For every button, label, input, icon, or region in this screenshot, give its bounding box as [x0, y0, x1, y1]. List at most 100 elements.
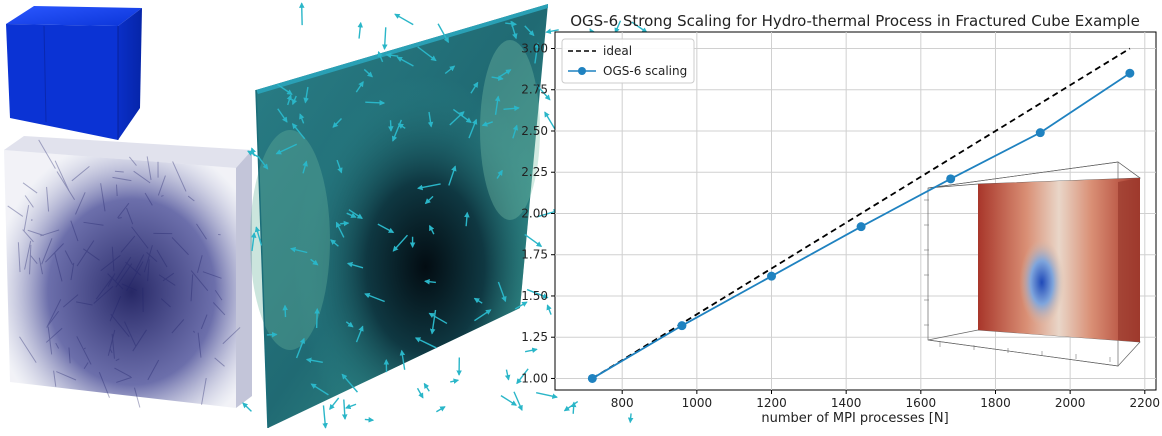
velocity-arrow	[496, 169, 503, 179]
velocity-arrow	[277, 108, 288, 123]
fracture-strand	[111, 246, 115, 272]
fracture-strand	[133, 170, 151, 184]
fracture-strand	[146, 252, 158, 262]
fracture-strand	[54, 252, 63, 282]
fracture-strand	[55, 342, 60, 349]
fracture-strand	[83, 347, 86, 350]
velocity-arrow	[504, 369, 511, 381]
fracture-strand	[76, 301, 93, 306]
velocity-arrow	[631, 21, 648, 33]
fracture-strand	[22, 182, 38, 194]
fracture-strand	[200, 314, 208, 330]
velocity-arrow	[299, 113, 305, 124]
fracture-strand	[47, 326, 53, 355]
velocity-arrow	[291, 123, 306, 140]
velocity-arrow	[295, 337, 305, 359]
y-tick-label: 1.00	[521, 371, 548, 385]
fracture-strand	[156, 249, 168, 268]
fracture-strand	[121, 283, 138, 291]
y-tick-label: 1.25	[521, 330, 548, 344]
fracture-strand	[107, 329, 116, 356]
velocity-arrow	[303, 86, 309, 104]
fracture-strand	[202, 271, 222, 279]
fracture-strand	[158, 274, 176, 286]
fracture-strand	[74, 192, 86, 215]
velocity-arrow	[286, 94, 293, 106]
inset-temperature-cube	[924, 161, 1142, 367]
velocity-arrow	[414, 337, 437, 349]
velocity-arrow	[503, 105, 520, 112]
velocity-arrow	[526, 288, 549, 299]
fracture-strand	[222, 327, 241, 345]
fracture-strand	[187, 195, 195, 202]
velocity-arrow	[355, 81, 364, 93]
velocity-arrow	[305, 357, 323, 364]
velocity-arrow	[250, 232, 257, 252]
fracture-strand	[116, 376, 132, 383]
velocity-arrow	[417, 183, 441, 191]
fracture-strand	[54, 160, 70, 191]
y-tick-label: 2.25	[521, 165, 548, 179]
x-tick-label: 2200	[1130, 396, 1161, 410]
y-tick-label: 1.75	[521, 248, 548, 262]
fracture-strand	[45, 327, 63, 343]
velocity-arrow	[481, 121, 493, 127]
fracture-strand	[171, 319, 185, 334]
fracture-strand	[143, 245, 153, 273]
fracture-strand	[160, 298, 171, 308]
fracture-strand	[46, 186, 50, 212]
fracture-strand	[100, 183, 106, 212]
fracture-strand	[111, 333, 115, 359]
velocity-arrow	[497, 281, 507, 303]
velocity-arrow	[377, 51, 384, 63]
fracture-strand	[24, 240, 32, 270]
fracture-strand	[172, 161, 187, 192]
velocity-arrow	[364, 292, 385, 303]
velocity-arrow	[614, 20, 622, 34]
fracture-strand	[19, 336, 37, 363]
velocity-arrow	[470, 81, 479, 94]
velocity-arrow	[473, 297, 483, 304]
velocity-arrow	[450, 378, 460, 384]
velocity-arrow	[524, 233, 543, 247]
velocity-arrow	[491, 75, 504, 81]
velocity-arrow	[330, 239, 339, 247]
fracture-strand	[93, 286, 114, 304]
velocity-arrow	[346, 262, 364, 269]
velocity-arrow	[385, 52, 399, 59]
velocity-arrow	[449, 111, 465, 126]
velocity-arrow	[310, 258, 319, 266]
legend-ideal-label: ideal	[603, 44, 632, 58]
velocity-arrow	[355, 325, 364, 343]
fracture-strand	[117, 217, 122, 219]
velocity-arrow	[394, 13, 414, 26]
fracture-strand	[146, 156, 152, 180]
velocity-arrow	[436, 406, 446, 413]
fracture-strand	[23, 204, 30, 232]
velocity-arrow	[329, 397, 340, 411]
fracture-strand	[27, 229, 44, 236]
x-tick-label: 1200	[756, 396, 787, 410]
velocity-arrow	[427, 111, 434, 128]
fracture-strand	[68, 347, 71, 364]
fracture-strand	[171, 237, 189, 256]
fracture-strand	[109, 296, 122, 322]
fracture-strand	[147, 259, 150, 282]
velocity-arrow	[429, 309, 437, 335]
ogs-scaling-point	[1125, 68, 1135, 78]
velocity-arrow	[266, 331, 278, 338]
legend: ideal OGS-6 scaling	[561, 38, 695, 84]
x-tick-label: 1400	[831, 396, 862, 410]
fracture-strand	[64, 250, 74, 265]
fracture-strand	[62, 294, 79, 308]
ogs-scaling-point	[677, 321, 687, 331]
chart-title: OGS-6 Strong Scaling for Hydro-thermal P…	[570, 12, 1140, 30]
x-axis-ticks: 800 1000 1200 1400 1600 1800 2000 2200	[611, 390, 1160, 410]
fracture-strand	[117, 202, 130, 219]
fracture-strand	[212, 302, 226, 316]
velocity-arrow	[254, 226, 263, 246]
fracture-strand	[197, 332, 202, 358]
velocity-arrow	[310, 383, 329, 396]
velocity-arrow	[428, 224, 435, 235]
